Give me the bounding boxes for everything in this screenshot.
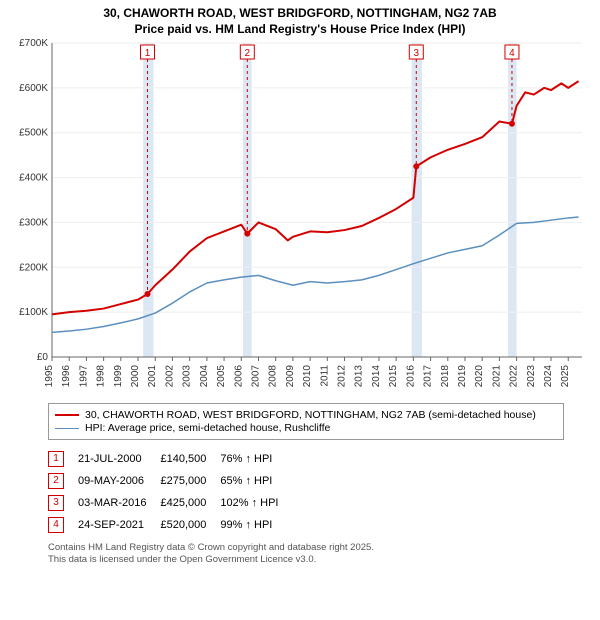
legend-label: HPI: Average price, semi-detached house,… [85,422,330,434]
svg-text:2016: 2016 [405,365,416,388]
svg-text:2025: 2025 [560,365,571,388]
svg-text:2014: 2014 [371,365,382,388]
svg-text:2002: 2002 [164,365,175,388]
svg-text:£200K: £200K [19,262,48,273]
svg-text:2017: 2017 [423,365,434,388]
chart-title: 30, CHAWORTH ROAD, WEST BRIDGFORD, NOTTI… [6,6,594,37]
svg-text:2007: 2007 [250,365,261,388]
sale-date: 09-MAY-2006 [78,470,160,492]
table-row: 2 09-MAY-2006£275,00065% ↑ HPI [48,470,292,492]
svg-text:£0: £0 [37,352,49,363]
svg-text:1996: 1996 [61,365,72,388]
svg-text:2003: 2003 [182,365,193,388]
legend: 30, CHAWORTH ROAD, WEST BRIDGFORD, NOTTI… [48,403,564,440]
legend-label: 30, CHAWORTH ROAD, WEST BRIDGFORD, NOTTI… [85,409,536,421]
svg-text:2001: 2001 [147,365,158,388]
sale-price: £425,000 [160,492,220,514]
legend-row: 30, CHAWORTH ROAD, WEST BRIDGFORD, NOTTI… [55,409,557,421]
sale-date: 24-SEP-2021 [78,514,160,536]
table-row: 1 21-JUL-2000£140,50076% ↑ HPI [48,448,292,470]
sale-marker: 2 [48,473,64,489]
svg-text:2008: 2008 [268,365,279,388]
sale-delta: 99% ↑ HPI [220,514,292,536]
footnote-line2: This data is licensed under the Open Gov… [48,554,564,566]
svg-text:£100K: £100K [19,307,48,318]
svg-text:£300K: £300K [19,218,48,229]
svg-text:2015: 2015 [388,365,399,388]
sale-delta: 102% ↑ HPI [220,492,292,514]
sale-delta: 65% ↑ HPI [220,470,292,492]
svg-text:2000: 2000 [130,365,141,388]
chart-canvas: £0 £100K £200K £300K £400K £500K £600K £700K 199… [6,37,594,397]
svg-text:£700K: £700K [19,38,48,49]
table-row: 4 24-SEP-2021£520,00099% ↑ HPI [48,514,292,536]
sale-price: £520,000 [160,514,220,536]
svg-text:1999: 1999 [113,365,124,388]
price-chart: £0 £100K £200K £300K £400K £500K £600K £700K 199… [6,37,594,397]
svg-text:2023: 2023 [526,365,537,388]
svg-text:2013: 2013 [354,365,365,388]
svg-text:2021: 2021 [491,365,502,388]
svg-text:1995: 1995 [44,365,55,388]
sale-date: 03-MAR-2016 [78,492,160,514]
svg-text:2009: 2009 [285,365,296,388]
svg-text:1: 1 [145,48,151,59]
svg-text:2018: 2018 [440,365,451,388]
svg-text:2011: 2011 [319,365,330,387]
footnote-line1: Contains HM Land Registry data © Crown c… [48,542,564,554]
svg-text:2006: 2006 [233,365,244,388]
svg-text:2024: 2024 [543,365,554,388]
svg-text:£600K: £600K [19,83,48,94]
svg-text:2010: 2010 [302,365,313,388]
svg-text:3: 3 [414,48,420,59]
title-line1: 30, CHAWORTH ROAD, WEST BRIDGFORD, NOTTI… [6,6,594,22]
sale-marker: 4 [48,517,64,533]
sale-marker: 3 [48,495,64,511]
svg-text:2019: 2019 [457,365,468,388]
svg-text:1997: 1997 [78,365,89,388]
sale-date: 21-JUL-2000 [78,448,160,470]
svg-text:2005: 2005 [216,365,227,388]
svg-text:2022: 2022 [509,365,520,388]
svg-text:4: 4 [509,48,515,59]
svg-text:2004: 2004 [199,365,210,388]
svg-text:1998: 1998 [96,365,107,388]
table-row: 3 03-MAR-2016£425,000102% ↑ HPI [48,492,292,514]
legend-swatch [55,428,79,429]
sale-marker: 1 [48,451,64,467]
legend-swatch [55,414,79,416]
footnote: Contains HM Land Registry data © Crown c… [48,542,564,566]
sale-price: £140,500 [160,448,220,470]
svg-text:2: 2 [245,48,251,59]
sales-table: 1 21-JUL-2000£140,50076% ↑ HPI 2 09-MAY-200… [48,448,292,536]
svg-text:£400K: £400K [19,173,48,184]
svg-text:2012: 2012 [337,365,348,388]
sale-delta: 76% ↑ HPI [220,448,292,470]
svg-text:£500K: £500K [19,128,48,139]
svg-text:2020: 2020 [474,365,485,388]
sale-price: £275,000 [160,470,220,492]
legend-row: HPI: Average price, semi-detached house,… [55,422,557,434]
title-line2: Price paid vs. HM Land Registry's House … [6,22,594,38]
